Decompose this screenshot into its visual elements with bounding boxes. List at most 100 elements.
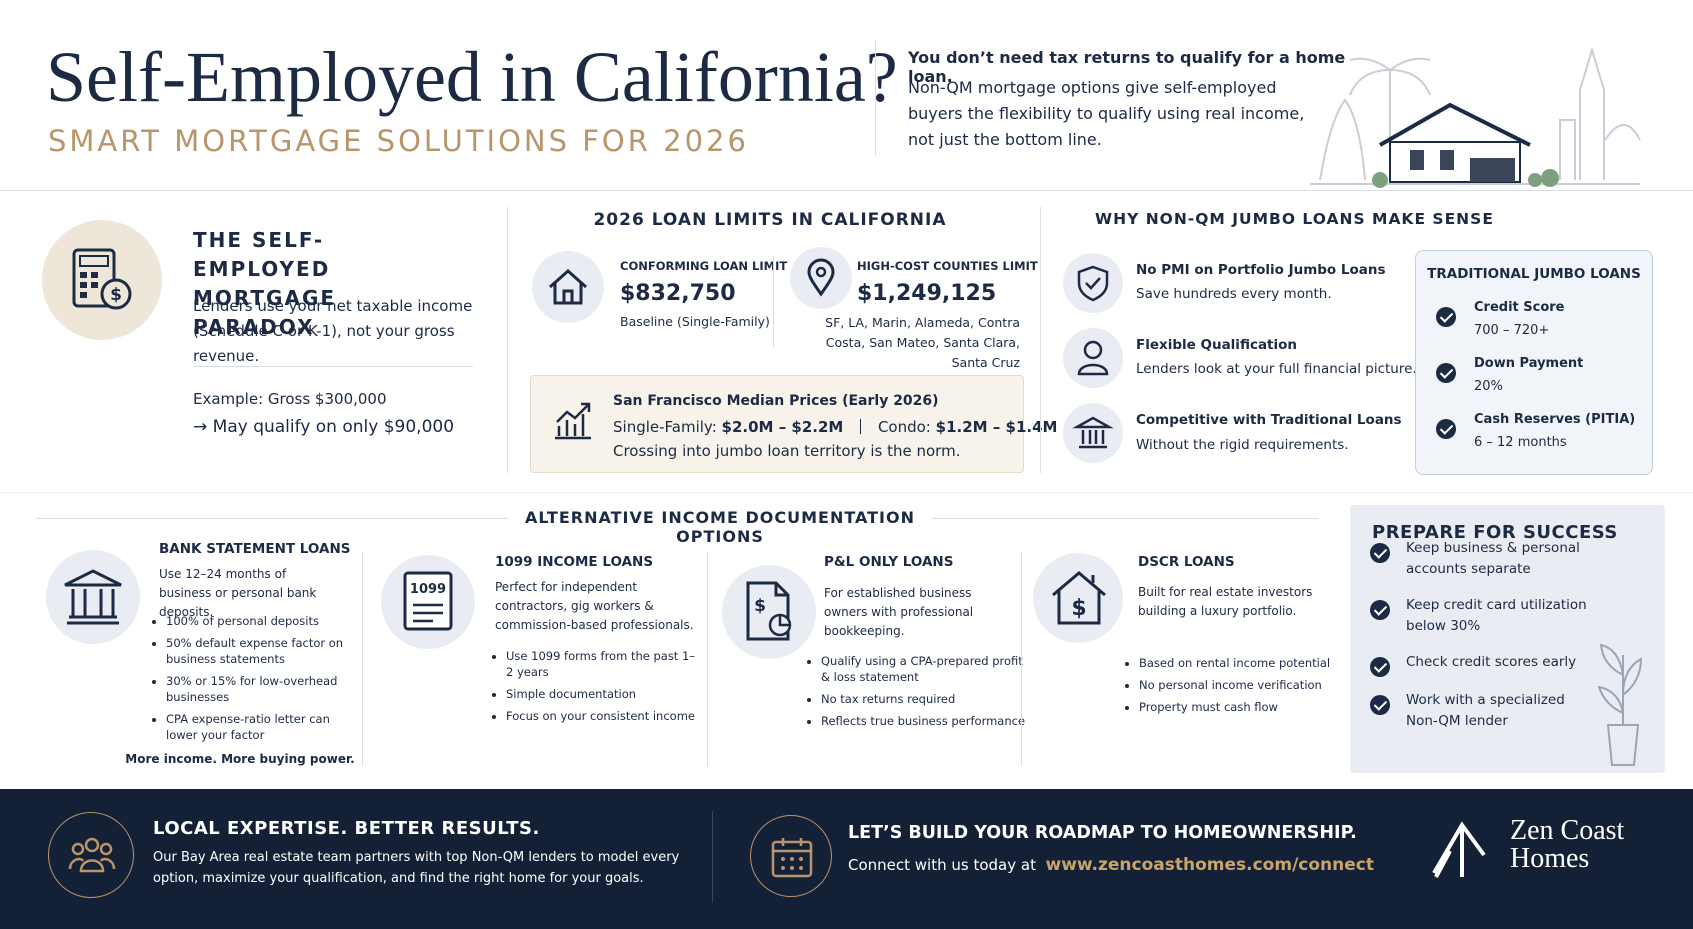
icon-shape <box>746 581 790 641</box>
icon-shape <box>1319 98 1366 181</box>
icon-shape <box>79 255 109 267</box>
icon-shape <box>100 278 132 310</box>
cta: Connect with us today at www.zencoasthom… <box>848 855 1374 875</box>
calendar-icon <box>750 815 832 897</box>
icon-shape <box>72 248 116 308</box>
footer-title: LET’S BUILD YOUR ROADMAP TO HOMEOWNERSHI… <box>848 823 1357 843</box>
house-illustration <box>1310 46 1641 188</box>
bank-icon <box>1063 403 1123 463</box>
example-result: → May qualify on only $90,000 <box>193 417 455 437</box>
icon-shape <box>1072 416 1114 449</box>
icon-shape <box>64 569 122 625</box>
icon-shape <box>1372 169 1559 188</box>
icon-shape <box>1440 150 1454 170</box>
plant-icon <box>1597 643 1643 766</box>
icon-shape <box>1052 571 1106 625</box>
icon-shape <box>1432 821 1486 878</box>
why-title: No PMI on Portfolio Jumbo Loans <box>1136 262 1386 278</box>
icon-shape <box>80 272 87 278</box>
icon-shape <box>1528 173 1542 187</box>
cta-lead: Connect with us today at <box>848 856 1036 874</box>
icon-shape <box>790 857 794 861</box>
sf-prices-box: San Francisco Median Prices (Early 2026)… <box>530 375 1057 473</box>
check <box>1436 419 1456 439</box>
label: Single-Family: <box>613 418 717 436</box>
intro-body: Non-QM mortgage options give self-employ… <box>908 78 1305 149</box>
prepare-item: Work with a specialized Non-QM lender <box>1406 692 1565 729</box>
icon-shape <box>773 838 811 853</box>
url[interactable]: www.zencoasthomes.com/connect <box>1045 855 1374 875</box>
icon-shape <box>1579 46 1605 180</box>
bullet: CPA expense-ratio letter can lower your … <box>166 711 356 743</box>
icon-shape <box>1604 124 1641 141</box>
shield-icon <box>1063 253 1123 313</box>
icon-shape <box>1559 119 1576 180</box>
icon-shape: $ <box>72 248 132 310</box>
icon-shape <box>1072 416 1114 449</box>
bullet: Use 1099 forms from the past 1–2 years <box>506 648 696 680</box>
option-title: DSCR LOANS <box>1138 554 1235 570</box>
divider <box>0 190 1693 191</box>
bullet: Based on rental income potential <box>1139 655 1349 671</box>
box-title: PREPARE FOR SUCCESS <box>1372 522 1618 543</box>
footer-body: Our Bay Area real estate team partners w… <box>153 850 680 886</box>
icon-shape <box>1541 169 1559 187</box>
check <box>1370 543 1390 563</box>
tagline: More income. More buying power. <box>125 752 355 766</box>
icon-shape: 1099 <box>403 571 453 631</box>
sf-title: San Francisco Median Prices (Early 2026) <box>613 393 939 409</box>
house-dollar-icon: $ <box>1033 553 1123 643</box>
option-title: P&L ONLY LOANS <box>824 554 954 570</box>
prepare-item: Keep credit card utilization below 30% <box>1406 597 1587 634</box>
criterion-value: 700 – 720+ <box>1474 323 1550 338</box>
box-title: TRADITIONAL JUMBO LOANS <box>1427 266 1641 282</box>
icon-shape <box>1410 150 1424 170</box>
option-title: BANK STATEMENT LOANS <box>159 541 351 557</box>
high-cost-label: HIGH-COST COUNTIES LIMIT <box>857 259 1038 273</box>
criterion: Down Payment <box>1474 356 1584 371</box>
section-title: WHY NON-QM JUMBO LOANS MAKE SENSE <box>1095 210 1494 228</box>
icon-shape <box>549 268 587 305</box>
why-title: Competitive with Traditional Loans <box>1136 412 1402 428</box>
icon-shape <box>807 258 835 297</box>
bullet: 30% or 15% for low-overhead businesses <box>166 673 356 705</box>
icon-shape <box>1077 265 1109 302</box>
icon-shape <box>1083 340 1103 360</box>
icon-shape <box>778 615 790 627</box>
icon-shape <box>68 837 116 873</box>
calculator-icon: $ <box>42 220 162 340</box>
sf-prices: Single-Family: $2.0M – $2.2M Condo: $1.2… <box>613 418 1057 436</box>
option-body: Perfect for independent contractors, gig… <box>495 580 694 632</box>
icon-shape: $ <box>110 285 122 305</box>
icon-shape <box>1077 265 1109 302</box>
footer: LOCAL EXPERTISE. BETTER RESULTS. Our Bay… <box>0 789 1693 929</box>
icon-shape <box>790 866 794 870</box>
icon-shape <box>80 292 87 298</box>
option-body: Built for real estate investors building… <box>1138 585 1313 618</box>
divider <box>193 366 473 367</box>
icon-shape <box>799 866 803 870</box>
icon-shape <box>555 402 591 440</box>
why-body: Lenders look at your full financial pict… <box>1136 361 1417 377</box>
icon-shape <box>1077 363 1109 376</box>
bullet: Qualify using a CPA-prepared profit & lo… <box>821 653 1031 685</box>
bullet: 100% of personal deposits <box>166 613 356 629</box>
icon-label: 1099 <box>410 582 446 597</box>
price: $2.0M – $2.2M <box>721 418 844 436</box>
check <box>1370 657 1390 677</box>
icon-shape <box>781 857 785 861</box>
intro-lead: You don’t need tax returns to qualify fo… <box>908 48 1346 86</box>
divider <box>362 552 363 766</box>
divider <box>875 40 876 155</box>
icon-shape <box>68 837 116 873</box>
price: $1.2M – $1.4M <box>935 418 1058 436</box>
section-title: ALTERNATIVE INCOME DOCUMENTATION OPTIONS <box>524 508 915 546</box>
option-bullets: 100% of personal deposits 50% default ex… <box>150 613 356 749</box>
footer-title: LOCAL EXPERTISE. BETTER RESULTS. <box>153 818 540 839</box>
option-title: 1099 INCOME LOANS <box>495 554 654 570</box>
conforming-note: Baseline (Single-Family) <box>620 314 770 329</box>
person-icon <box>1063 328 1123 388</box>
team-icon <box>48 812 134 898</box>
divider <box>36 518 508 519</box>
brand-line: Zen Coast <box>1510 815 1625 846</box>
